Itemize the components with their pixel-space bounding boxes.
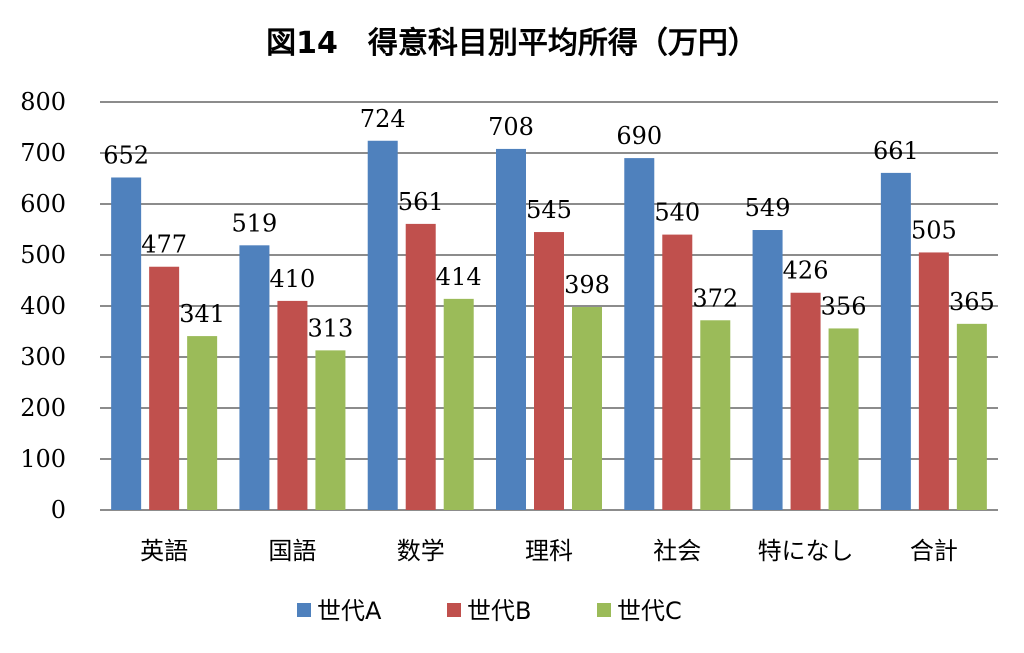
bar — [752, 230, 783, 510]
legend-label: 世代C — [617, 597, 682, 625]
data-label: 410 — [270, 265, 316, 293]
bar — [880, 172, 911, 510]
data-label: 545 — [526, 196, 572, 224]
bar — [496, 148, 526, 511]
data-label: 313 — [308, 314, 354, 342]
data-label: 561 — [398, 188, 444, 216]
chart-title: 図14 得意科目別平均所得（万円） — [266, 26, 758, 61]
data-label: 549 — [745, 194, 791, 222]
data-label: 724 — [360, 105, 406, 133]
data-label: 652 — [103, 141, 149, 169]
data-label: 540 — [654, 199, 700, 227]
bar — [239, 245, 270, 510]
bar — [662, 234, 693, 510]
data-label: 341 — [179, 300, 225, 328]
legend-swatch — [447, 603, 461, 617]
y-tick-label: 600 — [20, 190, 66, 218]
bar — [790, 292, 821, 510]
bar — [624, 158, 655, 510]
bar — [700, 320, 731, 510]
bar — [149, 266, 180, 510]
data-label: 356 — [821, 292, 867, 320]
y-tick-label: 500 — [20, 241, 66, 269]
data-label: 365 — [949, 288, 995, 316]
y-tick-label: 0 — [51, 496, 66, 524]
bar — [315, 350, 346, 510]
y-tick-label: 300 — [20, 343, 66, 371]
bar — [572, 307, 602, 510]
y-tick-label: 100 — [20, 445, 66, 473]
data-label: 690 — [616, 122, 662, 150]
data-label: 505 — [911, 216, 957, 244]
data-label: 661 — [873, 137, 919, 165]
legend-label: 世代B — [467, 597, 531, 625]
y-tick-label: 400 — [20, 292, 66, 320]
bar — [918, 252, 949, 510]
bar — [277, 300, 308, 510]
legend-swatch — [597, 603, 611, 617]
bar — [828, 328, 859, 510]
bar — [956, 323, 987, 510]
y-tick-label: 700 — [20, 139, 66, 167]
bar — [405, 223, 436, 510]
x-tick-label: 数学 — [397, 537, 445, 565]
bar — [187, 336, 218, 510]
data-label: 477 — [141, 231, 187, 259]
bar — [534, 232, 564, 511]
x-tick-label: 英語 — [140, 537, 188, 565]
x-tick-label: 国語 — [268, 537, 316, 565]
data-label: 398 — [564, 271, 610, 299]
bar — [111, 177, 142, 511]
data-label: 426 — [783, 257, 829, 285]
x-tick-label: 特になし — [758, 537, 854, 565]
bar — [443, 298, 474, 510]
data-label: 708 — [488, 113, 534, 141]
legend-swatch — [297, 603, 311, 617]
y-tick-label: 200 — [20, 394, 66, 422]
legend-label: 世代A — [317, 597, 382, 625]
data-label: 519 — [232, 209, 278, 237]
y-tick-label: 800 — [20, 88, 66, 116]
data-label: 414 — [436, 263, 482, 291]
data-label: 372 — [692, 284, 738, 312]
x-tick-label: 合計 — [910, 537, 958, 565]
x-tick-label: 社会 — [653, 537, 701, 565]
bar — [367, 140, 398, 510]
x-tick-label: 理科 — [525, 537, 573, 565]
